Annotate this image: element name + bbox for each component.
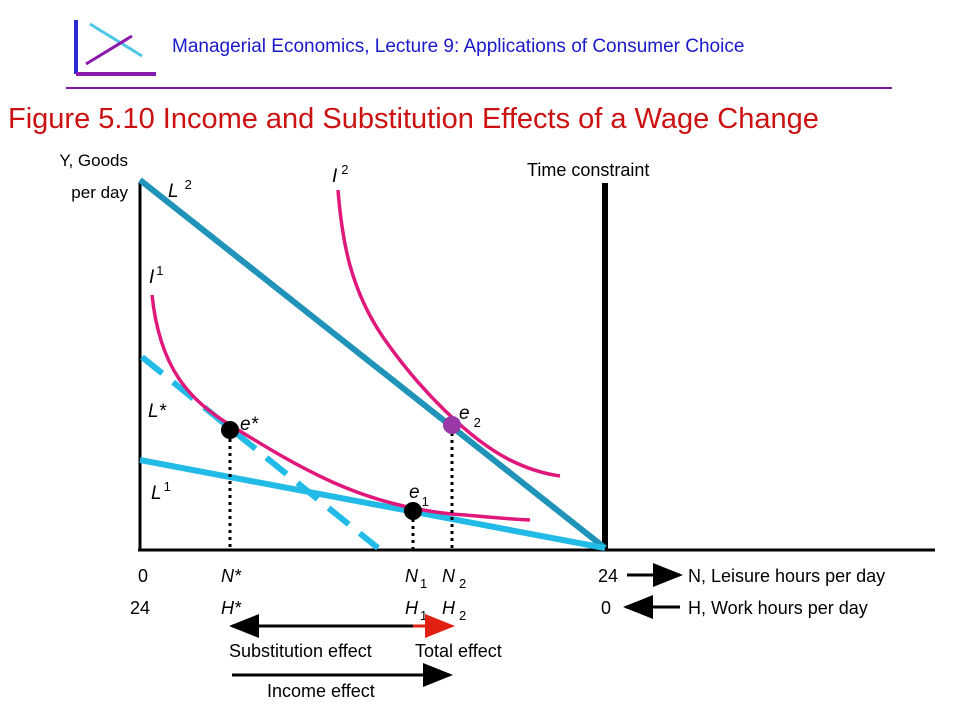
y-axis-label-line1: Y, Goods — [59, 151, 128, 170]
label-estar: e* — [240, 414, 259, 435]
y-axis-label-line2: per day — [71, 183, 128, 202]
budget-line-L2 — [138, 177, 607, 551]
budget-line-Lstar — [140, 354, 380, 551]
work-axis-label: H, Work hours per day — [688, 598, 868, 618]
label-Lstar: L* — [148, 401, 167, 422]
indifference-curve-I2 — [336, 189, 561, 478]
point-e1 — [404, 502, 422, 520]
lecture-logo — [74, 20, 156, 76]
point-e2 — [443, 416, 461, 434]
tick-h-origin: 24 — [130, 598, 150, 618]
lecture-title: Managerial Economics, Lecture 9: Applica… — [172, 36, 745, 57]
tick-h-end: 0 — [601, 598, 611, 618]
figure-title: Figure 5.10 Income and Substitution Effe… — [8, 103, 819, 135]
total-effect-label: Total effect — [415, 641, 502, 661]
tick-n-end: 24 — [598, 566, 618, 586]
tick-n-origin: 0 — [138, 566, 148, 586]
time-constraint-label: Time constraint — [527, 160, 649, 180]
budget-line-L1 — [139, 457, 606, 551]
substitution-effect-label: Substitution effect — [229, 641, 372, 661]
income-effect-label: Income effect — [267, 681, 375, 701]
indifference-curve-I1 — [150, 294, 531, 522]
leisure-axis-label: N, Leisure hours per day — [688, 566, 885, 586]
header-divider — [66, 87, 892, 89]
tick-hstar: H* — [221, 598, 242, 618]
tick-nstar: N* — [221, 566, 242, 586]
point-estar — [221, 421, 239, 439]
